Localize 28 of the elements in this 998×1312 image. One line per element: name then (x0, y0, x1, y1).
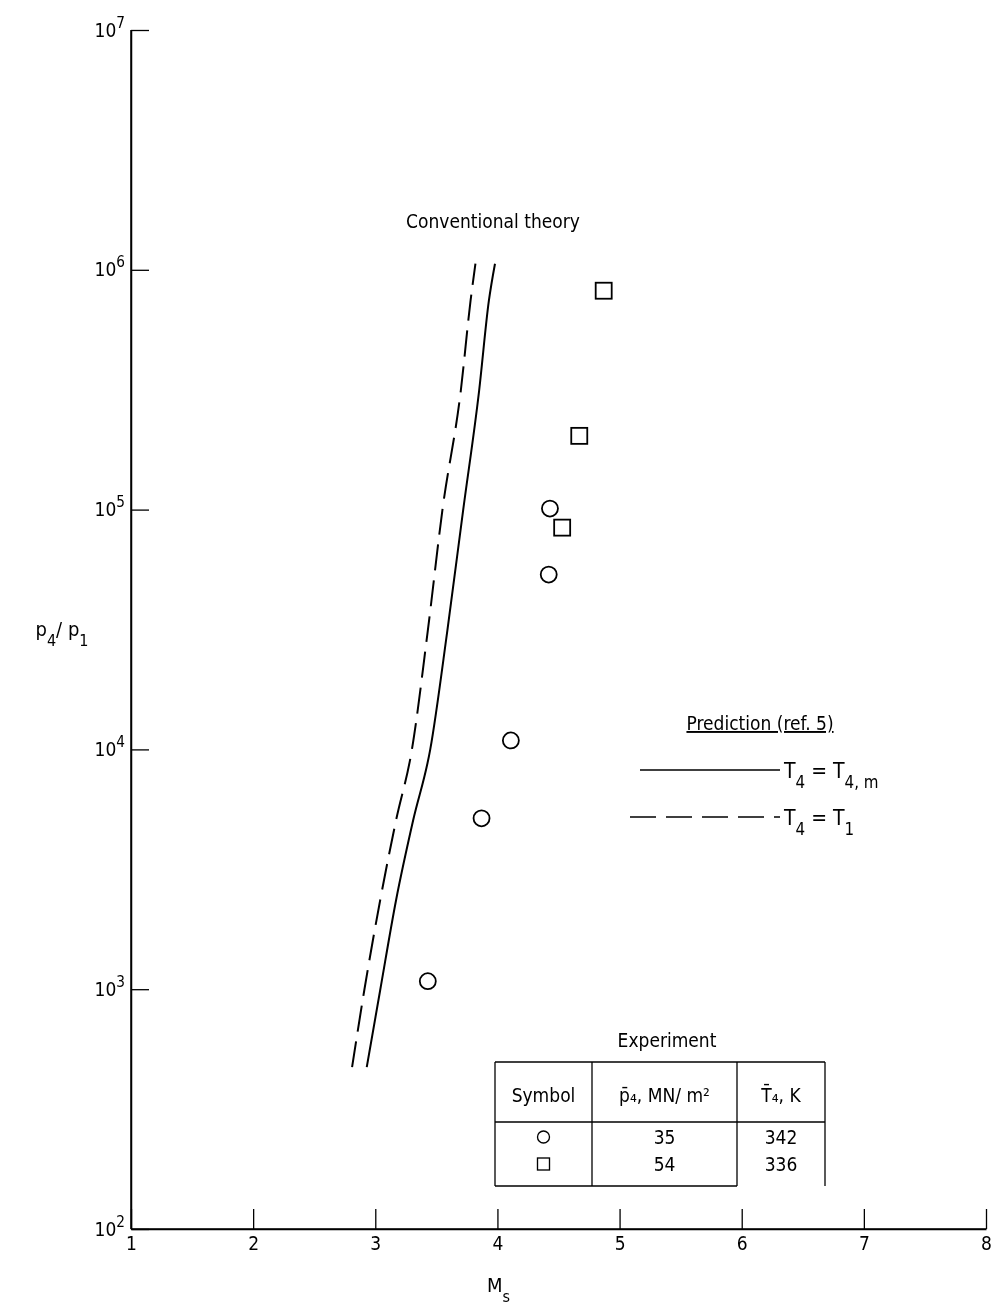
annotation: p̄₄, MN/ m² (619, 1084, 710, 1106)
annotation: T̄₄, K (760, 1082, 802, 1106)
x-tick-label: 1 (126, 1232, 137, 1255)
x-tick-label: 3 (370, 1232, 382, 1255)
x-tick-label: 7 (858, 1232, 870, 1255)
x-tick-label: 2 (248, 1232, 260, 1255)
annotation: 342 (764, 1126, 798, 1148)
x-tick-label: 5 (614, 1232, 626, 1255)
y-tick-label: 10$^{3}$ (94, 972, 125, 1000)
text: T$_{4}$ = T$_{1}$ (783, 806, 855, 839)
annotation: 35 (653, 1126, 676, 1148)
y-tick-label: 10$^{6}$ (94, 253, 125, 281)
y-tick-label: 10$^{7}$ (94, 13, 125, 41)
legend-title: Prediction (ref. 5) (686, 712, 834, 734)
annotation: 54 (653, 1153, 676, 1175)
x-axis-title: M$_{s}$ (486, 1273, 511, 1306)
annotation: Experiment (617, 1029, 717, 1051)
x-tick-label: 6 (736, 1232, 748, 1255)
y-axis-title: p$_{4}$/ p$_{1}$ (35, 617, 89, 650)
x-tick-label: 8 (981, 1232, 992, 1255)
y-tick-label: 10$^{2}$ (94, 1212, 125, 1240)
y-tick-label: 10$^{4}$ (94, 732, 125, 760)
annotation: Conventional theory (406, 209, 580, 232)
annotation: 336 (764, 1153, 798, 1175)
annotation: Symbol (511, 1084, 576, 1106)
x-tick-label: 4 (492, 1232, 504, 1255)
text: T$_{4}$ = T$_{4, m}$ (783, 759, 879, 792)
y-tick-label: 10$^{5}$ (94, 493, 125, 521)
